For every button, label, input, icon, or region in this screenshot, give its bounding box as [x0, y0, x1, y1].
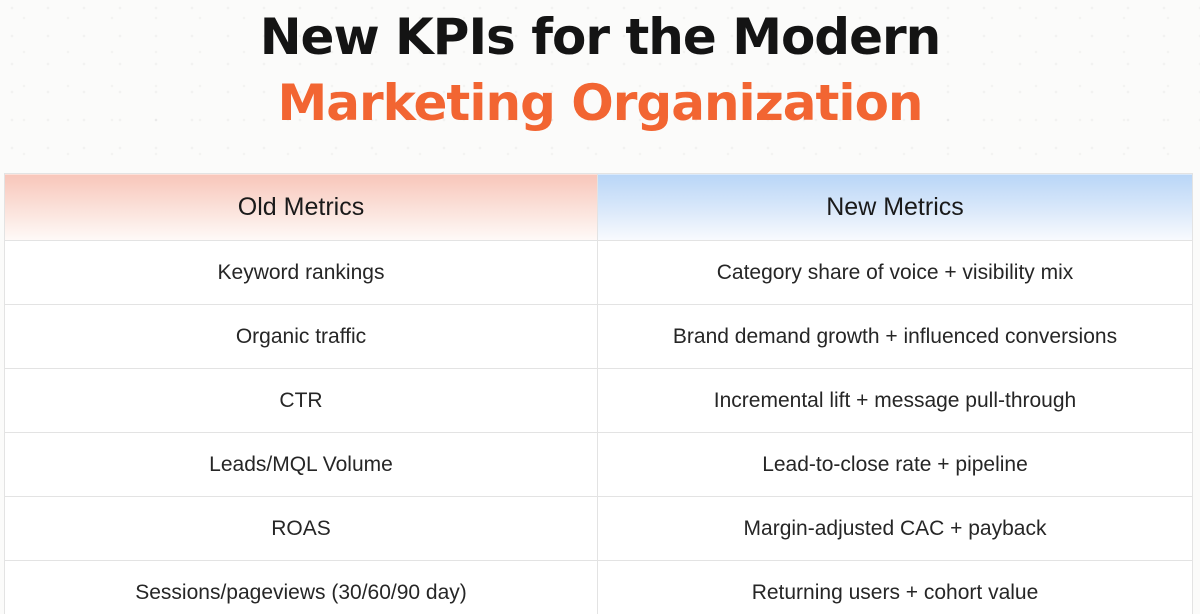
old-metric-cell: Keyword rankings [4, 240, 598, 305]
old-metric-cell: ROAS [4, 496, 598, 561]
new-metric-cell: Incremental lift + message pull-through [597, 368, 1193, 433]
old-metric-cell: Organic traffic [4, 304, 598, 369]
old-metric-cell: Leads/MQL Volume [4, 432, 598, 497]
page-title: New KPIs for the Modern Marketing Organi… [0, 6, 1200, 134]
old-metric-cell: CTR [4, 368, 598, 433]
table-row: CTR Incremental lift + message pull-thro… [4, 368, 1193, 433]
table-row: Keyword rankings Category share of voice… [4, 240, 1193, 305]
table-row: ROAS Margin-adjusted CAC + payback [4, 496, 1193, 561]
table-header-row: Old Metrics New Metrics [4, 173, 1193, 241]
title-line-1: New KPIs for the Modern [259, 8, 942, 66]
old-metric-cell: Sessions/pageviews (30/60/90 day) [4, 560, 598, 614]
table-row: Organic traffic Brand demand growth + in… [4, 304, 1193, 369]
new-metric-cell: Returning users + cohort value [597, 560, 1193, 614]
new-metric-cell: Brand demand growth + influenced convers… [597, 304, 1193, 369]
old-metrics-header: Old Metrics [4, 173, 598, 241]
metrics-comparison-table: Old Metrics New Metrics Keyword rankings… [4, 173, 1193, 614]
new-metric-cell: Margin-adjusted CAC + payback [597, 496, 1193, 561]
table-row: Sessions/pageviews (30/60/90 day) Return… [4, 560, 1193, 614]
table-row: Leads/MQL Volume Lead-to-close rate + pi… [4, 432, 1193, 497]
new-metric-cell: Lead-to-close rate + pipeline [597, 432, 1193, 497]
new-metric-cell: Category share of voice + visibility mix [597, 240, 1193, 305]
new-metrics-header: New Metrics [597, 173, 1193, 241]
title-line-2: Marketing Organization [277, 74, 923, 132]
